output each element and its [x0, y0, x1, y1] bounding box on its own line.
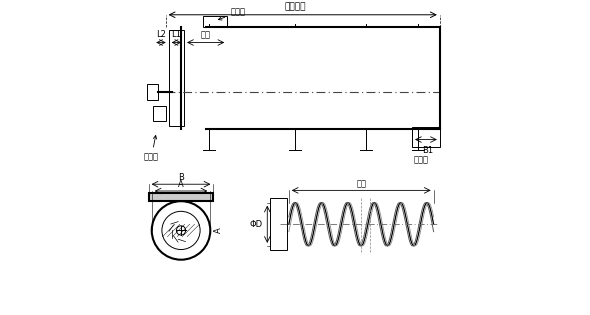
Text: L1: L1 [172, 31, 181, 39]
Text: 间距: 间距 [201, 31, 211, 39]
Text: L2: L2 [156, 31, 166, 39]
Text: 整机长度: 整机长度 [284, 3, 306, 12]
Text: 出料口: 出料口 [414, 155, 428, 164]
Text: 进料口: 进料口 [218, 8, 245, 20]
Text: A: A [214, 227, 222, 233]
Bar [270, 198, 287, 250]
Bar [147, 84, 158, 100]
Text: 减速机: 减速机 [144, 135, 159, 162]
Bar [202, 16, 227, 27]
Bar [153, 106, 166, 121]
Bar [412, 127, 440, 147]
Bar [169, 30, 184, 126]
Text: ΦD: ΦD [250, 220, 263, 229]
Text: A: A [178, 180, 184, 189]
Bar [149, 193, 214, 201]
Text: B: B [178, 173, 184, 182]
Text: 间距: 间距 [356, 179, 366, 188]
Text: B1: B1 [422, 146, 433, 155]
